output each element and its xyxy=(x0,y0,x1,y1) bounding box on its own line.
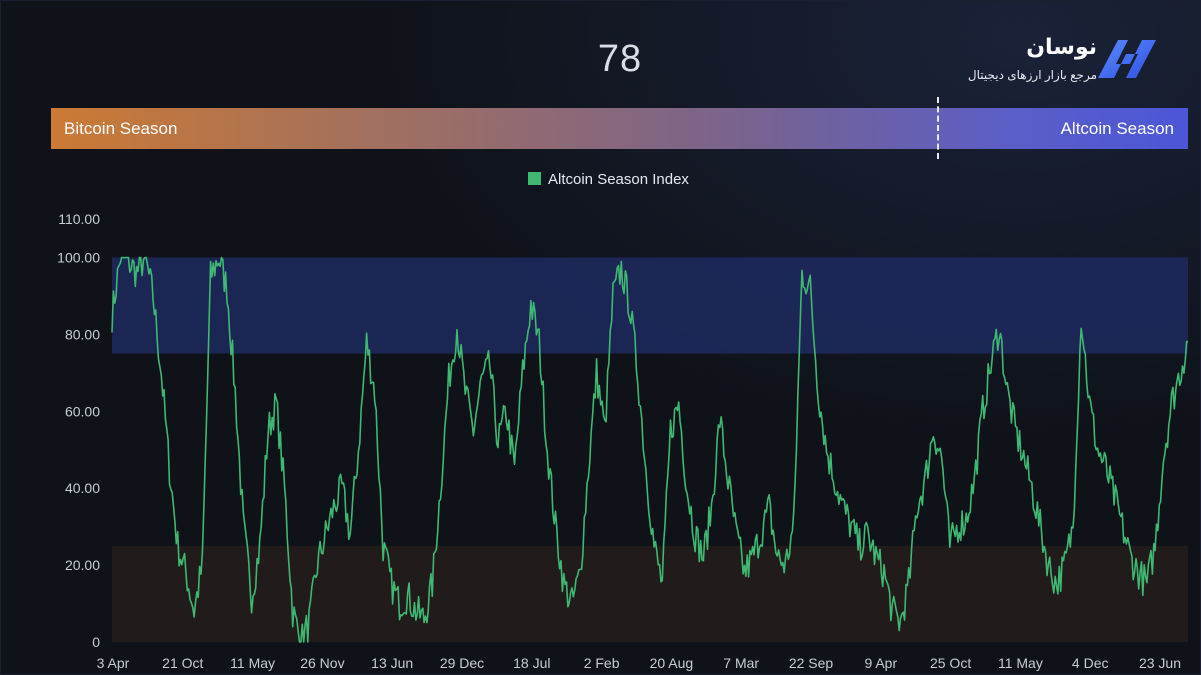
x-tick-label: 9 Apr xyxy=(864,655,897,671)
x-tick-label: 21 Oct xyxy=(162,655,203,671)
brand: نوسان مرجع بازار ارزهای دیجیتال xyxy=(968,34,1097,82)
x-tick-label: 3 Apr xyxy=(97,655,130,671)
altcoin-season-label: Altcoin Season xyxy=(1060,119,1174,138)
x-tick-label: 29 Dec xyxy=(440,655,484,671)
x-tick-label: 2 Feb xyxy=(584,655,620,671)
y-tick-label: 20.00 xyxy=(65,557,100,573)
legend-swatch xyxy=(528,172,541,185)
chart-legend[interactable]: Altcoin Season Index xyxy=(528,171,689,188)
season-gradient-bar: Bitcoin Season Altcoin Season xyxy=(51,108,1188,149)
x-tick-label: 25 Oct xyxy=(930,655,971,671)
bitcoin-season-label: Bitcoin Season xyxy=(64,119,178,138)
altcoin-season-index-line xyxy=(111,256,1189,643)
y-tick-label: 40.00 xyxy=(65,480,100,496)
x-tick-label: 7 Mar xyxy=(723,655,759,671)
x-tick-label: 11 May xyxy=(230,655,275,671)
brand-name: نوسان xyxy=(1026,34,1097,59)
y-tick-label: 0 xyxy=(92,634,100,650)
current-value-marker xyxy=(937,97,939,159)
x-tick-label: 23 Jun xyxy=(1139,655,1181,671)
index-value: 78 xyxy=(597,38,643,80)
brand-logo-icon xyxy=(1098,40,1156,78)
y-tick-label: 60.00 xyxy=(65,403,100,419)
x-tick-label: 22 Sep xyxy=(789,655,834,671)
legend-label: Altcoin Season Index xyxy=(548,171,689,188)
y-tick-label: 100.00 xyxy=(57,249,100,265)
brand-tagline: مرجع بازار ارزهای دیجیتال xyxy=(967,68,1097,82)
x-tick-label: 20 Aug xyxy=(650,655,694,671)
bitcoin-season-zone xyxy=(112,545,1188,642)
x-tick-label: 26 Nov xyxy=(300,655,344,671)
x-tick-label: 13 Jun xyxy=(371,655,413,671)
y-tick-label: 110.00 xyxy=(58,211,100,227)
altcoin-season-zone xyxy=(112,257,1188,354)
x-tick-label: 4 Dec xyxy=(1072,655,1109,671)
y-tick-label: 80.00 xyxy=(65,326,100,342)
x-tick-label: 11 May xyxy=(998,655,1043,671)
x-tick-label: 18 Jul xyxy=(513,655,550,671)
